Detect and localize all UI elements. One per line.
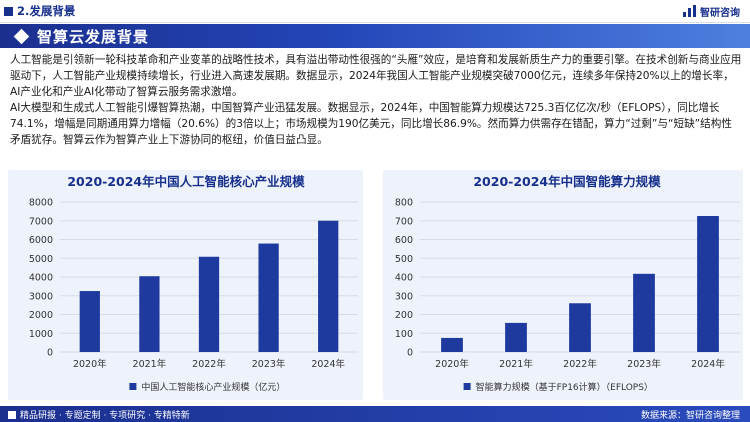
bar-chart-logo-icon [683,5,697,17]
title-banner: 智算云发展背景 [0,24,750,48]
intro-text: 人工智能是引领新一轮科技革命和产业变革的战略性技术，具有溢出带动性很强的“头雁”… [10,52,742,148]
chart2-y-tick-label: 800 [395,198,413,209]
chart1-panel-bg [8,170,363,400]
chart1-y-tick-label: 3000 [29,291,53,302]
chart1-y-tick-label: 1000 [29,329,53,340]
chart2-bar [569,303,591,352]
brand-logo: 智研咨询 [683,3,740,19]
footer-marker-icon [8,410,16,419]
chart2-y-tick-label: 200 [395,310,413,321]
chart2-legend-label: 智能算力规模（基于FP16计算）（EFLOPS） [476,381,653,393]
chart2-x-tick-label: 2020年 [435,358,469,370]
chart2-x-tick-label: 2022年 [563,358,597,370]
chart2-bar [441,337,463,352]
chart2-y-tick-label: 600 [395,235,413,246]
section-label: 2.发展背景 [17,4,76,18]
chart2-title: 2020-2024年中国智能算力规模 [473,174,661,189]
chart1-bar [139,276,160,352]
chart2-legend-swatch [463,383,471,390]
chart1-bar [198,256,220,352]
chart1-x-tick-label: 2020年 [73,358,107,370]
chart2-x-tick-label: 2023年 [627,358,661,370]
chart2-bar [505,322,527,352]
footer-bar: 精品研报 · 专题定制 · 专项研究 · 专精特新 数据来源：智研咨询整理 [0,406,750,422]
paragraph-1: 人工智能是引领新一轮科技革命和产业变革的战略性技术，具有溢出带动性很强的“头雁”… [10,54,742,98]
section-tag: 2.发展背景 [4,3,75,19]
chart2-bar [633,273,655,352]
chart1-bar [258,243,279,352]
chart1-y-tick-label: 7000 [29,216,53,227]
chart1-y-tick-label: 4000 [29,273,53,284]
chart2-y-tick-label: 300 [395,291,413,302]
page-title: 智算云发展背景 [37,27,150,46]
paragraph-2: AI大模型和生成式人工智能引爆智算热潮，中国智算产业迅猛发展。数据显示，2024… [10,102,732,146]
chart1-y-tick-label: 8000 [29,198,53,209]
chart1-legend-swatch [129,383,137,390]
chart1-y-tick-label: 6000 [29,235,53,246]
chart1-x-tick-label: 2024年 [311,358,345,370]
chart1-legend-label: 中国人工智能核心产业规模（亿元） [141,381,285,393]
chart1-bar [79,291,100,352]
chart2-y-tick-label: 100 [395,329,413,340]
footer-tagline: 精品研报 · 专题定制 · 专项研究 · 专精特新 [20,411,190,421]
chart1-y-tick-label: 2000 [29,310,53,321]
brand-name: 智研咨询 [700,7,740,19]
data-source: 数据来源：智研咨询整理 [640,411,740,421]
chart2-x-tick-label: 2024年 [691,358,725,370]
chart1-x-tick-label: 2022年 [192,358,226,370]
chart2-bar [697,216,719,352]
section-marker-icon [4,6,13,16]
chart2-y-tick-label: 700 [395,216,413,227]
chart1-bar [318,220,339,352]
charts-svg: 2020-2024年中国人工智能核心产业规模010002000300040005… [8,170,743,400]
chart1-title: 2020-2024年中国人工智能核心产业规模 [67,174,305,189]
diamond-icon [13,28,30,44]
chart1-y-tick-label: 0 [47,348,53,359]
chart1-y-tick-label: 5000 [29,254,53,265]
chart1-x-tick-label: 2023年 [252,358,286,370]
chart2-y-tick-label: 0 [407,348,413,359]
chart2-x-tick-label: 2021年 [499,358,533,370]
chart2-y-tick-label: 500 [395,254,413,265]
chart1-x-tick-label: 2021年 [133,358,167,370]
charts-area: 2020-2024年中国人工智能核心产业规模 0 1000 2000 3000 4000 5… [0,168,750,404]
chart2-y-tick-label: 400 [395,273,413,284]
top-bar: 2.发展背景 智研咨询 [0,0,750,23]
